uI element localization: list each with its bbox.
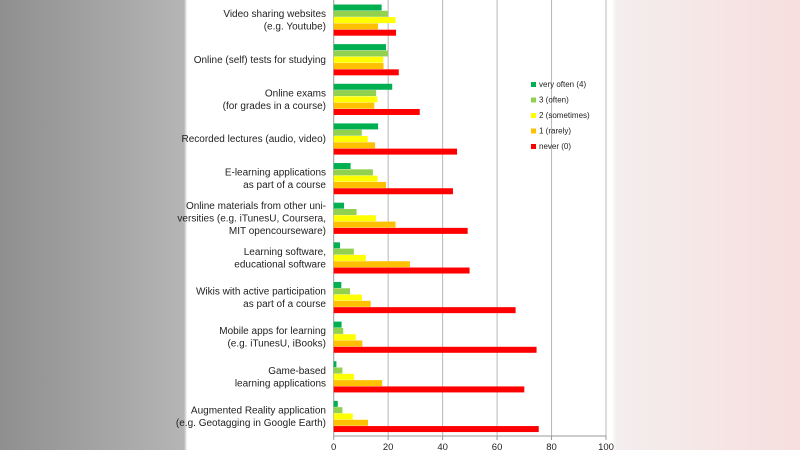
bar-3-often [333,208,357,215]
category-label: Video sharing websites [223,9,326,20]
bar-3-often [333,10,388,17]
category-label: Augmented Reality application [191,405,326,416]
x-tick-label: 100 [598,442,614,450]
x-tick-label: 40 [437,442,448,450]
legend-swatch [531,144,536,149]
chart-panel [187,0,612,450]
bar-very-often-4 [333,123,379,130]
bar-2-sometimes [333,215,376,222]
legend-entry: 2 (sometimes) [539,111,590,120]
x-tick-label: 80 [546,442,557,450]
bar-3-often [333,169,373,176]
category-label: E-learning applications [225,168,326,179]
x-tick-label: 20 [383,442,394,450]
category-label: Learning software, [244,247,326,258]
bar-never-0 [333,307,516,314]
bar-never-0 [333,188,453,195]
bar-3-often [333,90,377,97]
bar-2-sometimes [333,96,378,103]
bar-1-rarely [333,142,376,149]
bar-1-rarely [333,221,396,228]
category-label: educational software [234,259,326,270]
bar-2-sometimes [333,56,384,63]
bar-never-0 [333,386,525,393]
bar-2-sometimes [333,136,368,143]
bar-1-rarely [333,181,386,188]
bar-1-rarely [333,340,363,347]
bar-2-sometimes [333,373,355,380]
legend-swatch [531,82,536,87]
bar-very-often-4 [333,4,382,11]
bar-never-0 [333,148,458,155]
legend-swatch [531,128,536,134]
bar-1-rarely [333,261,410,268]
bar-3-often [333,129,362,136]
bar-never-0 [333,69,399,76]
bar-1-rarely [333,380,383,387]
bar-very-often-4 [333,361,337,368]
bar-very-often-4 [333,321,342,328]
category-label: Wikis with active participation [196,287,326,298]
category-label: Online (self) tests for studying [194,55,326,66]
category-label: (e.g. Youtube) [264,22,326,33]
category-label: (e.g. iTunesU, iBooks) [227,339,326,350]
bar-never-0 [333,29,397,36]
bar-very-often-4 [333,281,342,288]
category-label: Game-based [268,366,326,377]
bar-very-often-4 [333,163,351,170]
bar-3-often [333,367,343,374]
x-tick-label: 0 [331,442,336,450]
bar-3-often [333,407,343,414]
bar-2-sometimes [333,413,353,420]
category-label: MIT opencourseware) [229,226,326,237]
legend-entry: very often (4) [539,80,586,89]
category-label: Recorded lectures (audio, video) [181,134,326,145]
bar-2-sometimes [333,17,396,24]
bar-2-sometimes [333,175,378,182]
bar-1-rarely [333,300,371,307]
category-label: (e.g. Geotagging in Google Earth) [176,418,326,429]
bar-never-0 [333,426,539,433]
legend-entry: 1 (rarely) [539,127,571,136]
category-label: learning applications [235,378,326,389]
bar-2-sometimes [333,334,356,341]
legend-swatch [531,97,536,103]
bar-never-0 [333,346,537,353]
bar-very-often-4 [333,400,338,407]
bar-very-often-4 [333,242,340,249]
bar-2-sometimes [333,294,363,301]
category-label: Mobile apps for learning [219,326,326,337]
legend-entry: never (0) [539,142,571,151]
bar-very-often-4 [333,44,386,51]
bar-3-often [333,248,354,255]
bar-never-0 [333,108,420,115]
category-label: as part of a course [243,180,326,191]
bar-never-0 [333,227,468,234]
bar-3-often [333,327,344,334]
category-label: versities (e.g. iTunesU, Coursera, [177,214,326,225]
bar-1-rarely [333,102,375,109]
bar-very-often-4 [333,83,393,90]
category-label: (for grades in a course) [223,101,326,112]
x-tick-label: 60 [492,442,503,450]
category-label: Online materials from other uni- [186,201,326,212]
bar-1-rarely [333,23,379,30]
category-label: Online exams [265,88,326,99]
bar-3-often [333,50,388,57]
legend-swatch [531,113,536,118]
bar-very-often-4 [333,202,345,209]
bar-2-sometimes [333,254,366,261]
category-label: as part of a course [243,299,326,310]
legend-entry: 3 (often) [539,96,569,105]
bar-never-0 [333,267,470,274]
bar-3-often [333,288,351,295]
bar-1-rarely [333,419,369,426]
bar-1-rarely [333,63,384,70]
